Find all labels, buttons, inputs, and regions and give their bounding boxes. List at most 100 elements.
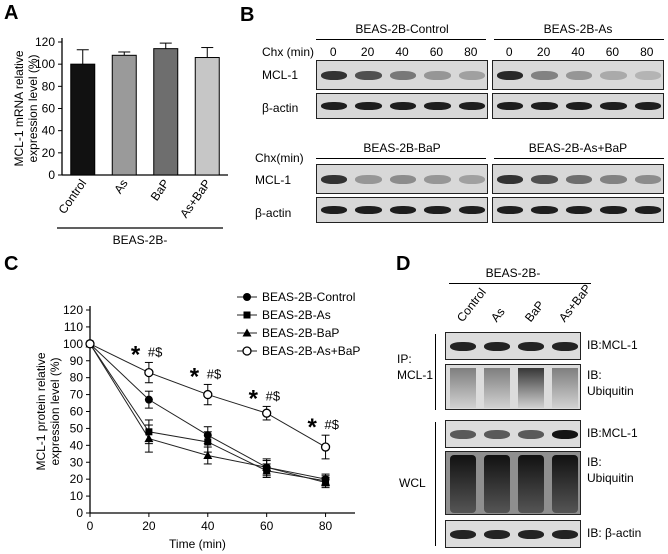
data-point <box>144 367 154 378</box>
y-tick-label: 120 <box>35 35 55 49</box>
y-tick-label: 60 <box>70 405 84 419</box>
wcl-label: WCL <box>399 476 426 490</box>
mcl1-band <box>321 175 348 184</box>
data-point <box>320 442 331 452</box>
ip-label: IP: <box>397 352 412 366</box>
actin-band <box>497 206 524 214</box>
x-tick-label: 40 <box>201 519 215 533</box>
lane-label: Control <box>454 285 489 325</box>
chx-label: Chx(min) <box>255 151 304 165</box>
actin-blot <box>316 197 488 223</box>
blot-group-line <box>494 39 664 40</box>
wcl-bracket <box>435 422 436 546</box>
chx-label: Chx (min) <box>262 45 315 59</box>
blot-label-2: Ubiquitin <box>587 471 634 485</box>
bar <box>111 54 137 176</box>
y-tick-label: 40 <box>42 124 56 138</box>
mcl1-band <box>531 71 558 80</box>
actin-blot <box>316 93 488 119</box>
mcl1-band <box>389 71 417 80</box>
actin-band <box>389 102 417 110</box>
y-axis-title-line: expression level (%) <box>48 357 62 465</box>
mcl1-band <box>565 175 593 184</box>
significance-star: * <box>249 385 259 412</box>
data-point <box>145 428 153 436</box>
bar <box>153 48 179 176</box>
y-tick-label: 40 <box>70 438 84 452</box>
group-label: BEAS-2B- <box>485 266 541 280</box>
blot-band <box>552 530 578 539</box>
ubiquitin-smear <box>518 368 544 408</box>
lane-label: As+BaP <box>556 281 594 325</box>
timepoint-label: 0 <box>505 45 513 59</box>
timepoint-label: 80 <box>640 45 654 59</box>
significance-mark: #$ <box>325 417 340 432</box>
data-point <box>262 408 272 418</box>
mcl1-band <box>355 175 382 184</box>
significance-star: * <box>190 363 200 390</box>
mcl1-blot <box>492 164 664 194</box>
blot-label: IB:MCL-1 <box>587 426 638 440</box>
panel-letter-c: C <box>4 253 19 275</box>
legend-marker <box>243 293 251 301</box>
actin-band <box>600 102 627 110</box>
mcl1-band <box>321 71 348 80</box>
y-axis-title: MCL-1 mRNA relativeexpression level (%) <box>12 50 40 166</box>
group-label: BEAS-2B- <box>113 233 168 247</box>
y-tick-label: 30 <box>70 455 84 469</box>
panel-letter-b: B <box>240 4 255 26</box>
ip-blot <box>445 364 581 410</box>
blot-band <box>484 530 510 539</box>
row-label-actin: β-actin <box>262 101 299 115</box>
y-tick-label: 10 <box>70 489 84 503</box>
blot-band <box>518 430 544 439</box>
mcl1-band <box>424 71 451 80</box>
panel-letter-a: A <box>4 2 19 24</box>
y-axis-title: MCL-1 protein relativeexpression level (… <box>34 352 62 470</box>
timepoint-label: 60 <box>429 45 444 59</box>
legend-marker <box>243 311 251 319</box>
legend-label: BEAS-2B-BaP <box>262 326 339 340</box>
ubiquitin-smear <box>552 455 578 513</box>
bar <box>70 63 96 176</box>
ip-blot <box>445 332 581 360</box>
blot-group-title: BEAS-2B-As+BaP <box>528 141 628 155</box>
mcl1-band <box>600 175 627 184</box>
y-tick-label: 110 <box>64 320 83 334</box>
actin-band <box>497 102 524 110</box>
chart-c-protein-line-chart: 0 10 20 30 40 50 60 70 80 90 100 110 120 0 20 40 60 80 Tim… <box>34 290 360 551</box>
ubiquitin-smear <box>450 455 476 513</box>
significance-mark: #$ <box>148 344 163 359</box>
actin-band <box>389 206 417 214</box>
blot-label: IB: <box>587 368 602 382</box>
legend-marker <box>242 346 252 356</box>
timepoint-label: 0 <box>329 45 337 59</box>
actin-band <box>634 206 661 214</box>
actin-band <box>458 206 485 214</box>
data-point <box>144 395 153 404</box>
data-point <box>203 450 213 459</box>
data-point <box>204 438 212 446</box>
ubiquitin-smear <box>518 455 544 513</box>
mcl1-blot <box>316 164 488 194</box>
ip-blot <box>445 520 581 548</box>
significance-star: * <box>131 341 141 368</box>
legend-marker <box>242 328 252 337</box>
significance-mark: #$ <box>266 388 281 403</box>
timepoint-label: 20 <box>536 45 551 59</box>
mcl1-band <box>531 175 558 184</box>
y-tick-label: 50 <box>70 421 84 435</box>
significance-star: * <box>308 414 318 441</box>
ip-blot <box>445 451 581 515</box>
data-point <box>321 478 331 487</box>
mcl1-band <box>355 71 382 80</box>
actin-band <box>600 206 627 214</box>
y-axis-title-line: MCL-1 mRNA relative <box>12 50 26 166</box>
significance-mark: #$ <box>207 366 222 381</box>
actin-band <box>634 102 661 110</box>
blot-group-title: BEAS-2B-Control <box>355 22 449 36</box>
y-tick-label: 100 <box>63 337 83 351</box>
actin-band <box>565 102 593 110</box>
data-point <box>203 389 213 400</box>
blot-label-2: Ubiquitin <box>587 384 634 398</box>
